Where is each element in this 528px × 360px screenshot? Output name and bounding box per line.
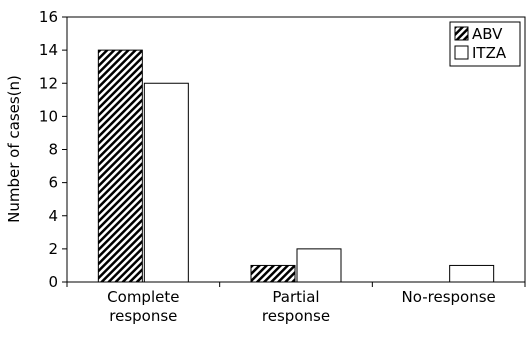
y-tick-label: 4 xyxy=(48,207,58,225)
y-tick-label: 10 xyxy=(39,107,58,125)
y-tick-label: 14 xyxy=(39,41,58,59)
y-axis-title: Number of cases(n) xyxy=(5,75,23,223)
bar-abv-1 xyxy=(250,264,296,283)
legend-swatch-itza xyxy=(454,45,469,60)
bar-itza-1 xyxy=(296,248,342,283)
y-tick-label: 6 xyxy=(48,174,58,192)
x-category-label: No-response xyxy=(402,288,496,306)
legend-label-itza: ITZA xyxy=(472,44,507,62)
y-tick-label: 12 xyxy=(39,74,58,92)
legend-label-abv: ABV xyxy=(472,25,503,43)
x-category-label: Partial xyxy=(272,288,319,306)
plot-area: 0246810121416CompleteresponsePartialresp… xyxy=(39,8,526,325)
y-tick-label: 8 xyxy=(48,141,58,159)
bar-itza-0 xyxy=(143,82,189,283)
y-tick-label: 0 xyxy=(48,273,58,291)
y-tick-label: 2 xyxy=(48,240,58,258)
legend-swatch-abv xyxy=(454,26,469,41)
x-category-label: response xyxy=(109,307,177,325)
y-tick-label: 16 xyxy=(39,8,58,26)
bar-abv-0 xyxy=(97,49,143,283)
x-category-label: Complete xyxy=(107,288,179,306)
bar-itza-2 xyxy=(449,264,495,283)
x-category-label: response xyxy=(262,307,330,325)
